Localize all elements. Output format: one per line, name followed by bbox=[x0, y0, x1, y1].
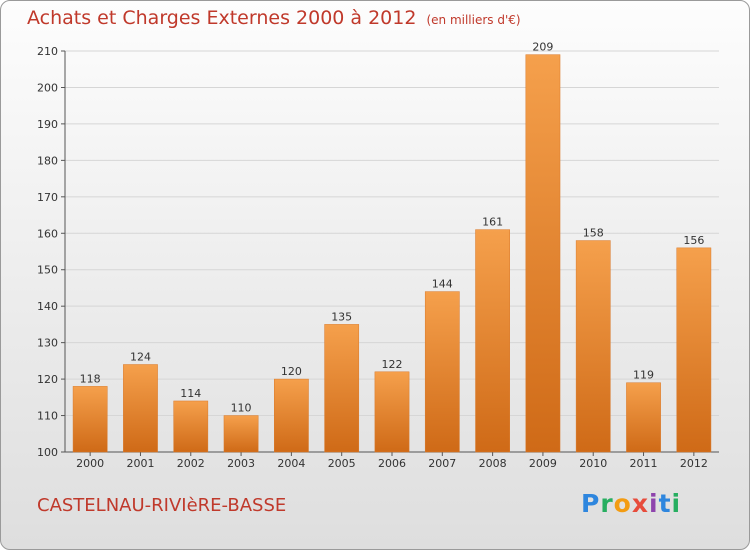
value-label-2012: 156 bbox=[683, 234, 704, 247]
y-tick-label: 120 bbox=[37, 373, 58, 386]
logo-letter: P bbox=[581, 489, 601, 518]
bars bbox=[72, 54, 712, 453]
y-tick-label: 160 bbox=[37, 227, 58, 240]
x-tick-label-2004: 2004 bbox=[277, 457, 305, 470]
bar-2009 bbox=[525, 54, 561, 453]
y-tick-label: 100 bbox=[37, 446, 58, 459]
logo-letter: r bbox=[600, 489, 614, 518]
bar-2000 bbox=[72, 386, 108, 453]
value-label-2010: 158 bbox=[583, 227, 604, 240]
logo-letter: i bbox=[649, 489, 659, 518]
chart-title: Achats et Charges Externes 2000 à 2012 (e… bbox=[27, 7, 521, 29]
x-tick-label-2008: 2008 bbox=[479, 457, 507, 470]
bar-2003 bbox=[223, 415, 259, 453]
logo-letter: x bbox=[631, 489, 649, 518]
x-tick-label-2011: 2011 bbox=[630, 457, 658, 470]
value-label-2008: 161 bbox=[482, 216, 503, 229]
bar-2001 bbox=[123, 364, 158, 453]
bar-2011 bbox=[626, 382, 661, 453]
x-tick-label-2006: 2006 bbox=[378, 457, 406, 470]
x-tick-label-2000: 2000 bbox=[76, 457, 104, 470]
x-tick-label-2003: 2003 bbox=[227, 457, 255, 470]
value-label-2009: 209 bbox=[532, 41, 553, 54]
bar-2006 bbox=[374, 371, 410, 453]
bar-2007 bbox=[424, 291, 460, 453]
y-tick-label: 110 bbox=[37, 410, 58, 423]
x-tick-label-2007: 2007 bbox=[428, 457, 456, 470]
chart-unit: (en milliers d'€) bbox=[426, 13, 521, 27]
bar-2012 bbox=[676, 247, 712, 453]
proxiti-logo: Proxiti bbox=[581, 489, 681, 518]
value-label-2006: 122 bbox=[382, 358, 403, 371]
y-tick-label: 180 bbox=[37, 154, 58, 167]
commune-name: CASTELNAU-RIVIèRE-BASSE bbox=[37, 495, 287, 516]
x-tick-label-2001: 2001 bbox=[126, 457, 154, 470]
bar-2004 bbox=[274, 378, 309, 453]
y-tick-label: 130 bbox=[37, 337, 58, 350]
x-tick-label-2002: 2002 bbox=[177, 457, 205, 470]
labels: 118 2000 124 2001 114 2002 110 2003 120 2004 135 20… bbox=[76, 41, 708, 470]
x-tick-label-2005: 2005 bbox=[328, 457, 356, 470]
bar-2010 bbox=[575, 240, 611, 453]
chart-title-text: Achats et Charges Externes 2000 à 2012 bbox=[27, 7, 417, 29]
y-tick-label: 150 bbox=[37, 264, 58, 277]
bar-2008 bbox=[475, 229, 510, 453]
x-tick-label-2012: 2012 bbox=[680, 457, 708, 470]
x-tick-label-2010: 2010 bbox=[579, 457, 607, 470]
value-label-2001: 124 bbox=[130, 351, 151, 364]
value-label-2002: 114 bbox=[180, 387, 201, 400]
logo-letter: o bbox=[613, 489, 632, 518]
bar-2005 bbox=[324, 324, 360, 453]
y-tick-label: 190 bbox=[37, 118, 58, 131]
value-label-2004: 120 bbox=[281, 365, 302, 378]
value-label-2000: 118 bbox=[80, 372, 101, 385]
y-tick-label: 140 bbox=[37, 300, 58, 313]
value-label-2011: 119 bbox=[633, 369, 654, 382]
bar-2002 bbox=[173, 400, 209, 453]
y-tick-label: 170 bbox=[37, 191, 58, 204]
y-tick-label: 210 bbox=[37, 45, 58, 58]
y-tick-label: 200 bbox=[37, 81, 58, 94]
value-label-2005: 135 bbox=[331, 310, 352, 323]
logo-letter: i bbox=[671, 489, 682, 518]
x-tick-label-2009: 2009 bbox=[529, 457, 557, 470]
value-label-2003: 110 bbox=[231, 402, 252, 415]
value-label-2007: 144 bbox=[432, 278, 453, 291]
logo-letter: t bbox=[658, 489, 672, 518]
